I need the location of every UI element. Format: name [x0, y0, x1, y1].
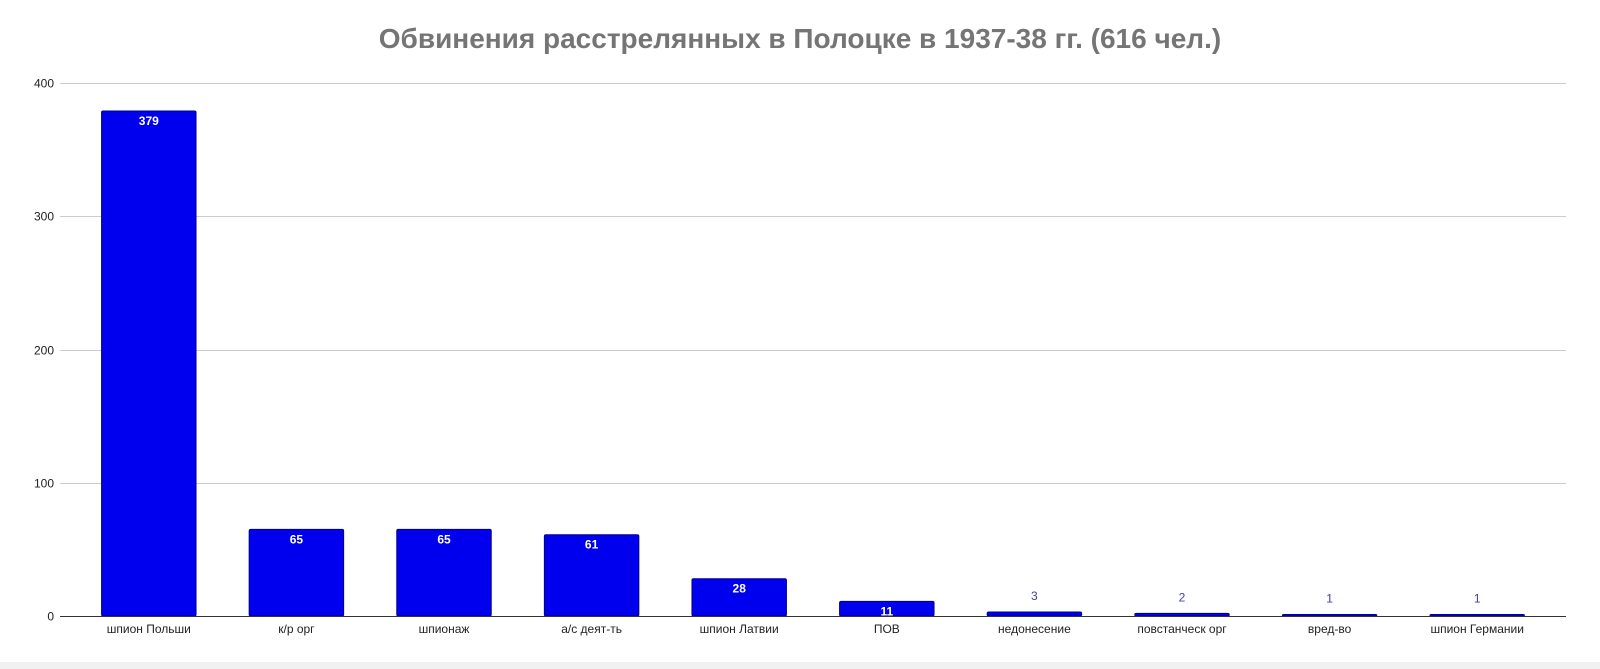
- category-label: шпион Латвии: [700, 622, 779, 636]
- category-label: шпион Польши: [107, 622, 191, 636]
- category-label: к/р орг: [278, 622, 315, 636]
- category-label: повстанческ орг: [1137, 622, 1227, 636]
- y-axis-ticks: 0 100 200 300 400: [34, 77, 54, 624]
- bar: [101, 110, 197, 617]
- data-label: 65: [437, 532, 451, 546]
- bar: [1134, 612, 1230, 617]
- category-label: недонесение: [998, 622, 1071, 636]
- bar: [1429, 614, 1525, 617]
- data-label: 61: [585, 538, 599, 552]
- data-label: 2: [1179, 590, 1186, 604]
- y-tick-label: 0: [47, 610, 54, 624]
- data-label: 3: [1031, 589, 1038, 603]
- data-label: 11: [880, 604, 893, 618]
- category-label: шпионаж: [419, 622, 470, 636]
- category-label: ПОВ: [874, 622, 900, 636]
- y-tick-label: 100: [34, 477, 54, 491]
- footer-strip: [0, 662, 1600, 669]
- y-tick-label: 200: [34, 344, 54, 358]
- bar: [1281, 614, 1378, 617]
- chart-title: Обвинения расстрелянных в Полоцке в 1937…: [379, 23, 1221, 54]
- bars: [101, 110, 1525, 617]
- category-labels: шпион Польши к/р орг шпионаж а/с деят-ть шпи…: [107, 622, 1524, 636]
- category-label: шпион Германии: [1430, 622, 1523, 636]
- y-tick-label: 400: [34, 77, 54, 91]
- bar: [986, 611, 1083, 617]
- data-label: 65: [290, 532, 304, 546]
- data-label: 1: [1326, 592, 1333, 606]
- category-label: вред-во: [1308, 622, 1352, 636]
- data-label: 28: [733, 582, 747, 596]
- gridlines: [60, 83, 1566, 484]
- category-label: а/с деят-ть: [561, 622, 622, 636]
- data-label: 1: [1474, 592, 1481, 606]
- data-label: 379: [139, 114, 159, 128]
- y-tick-label: 300: [34, 210, 54, 224]
